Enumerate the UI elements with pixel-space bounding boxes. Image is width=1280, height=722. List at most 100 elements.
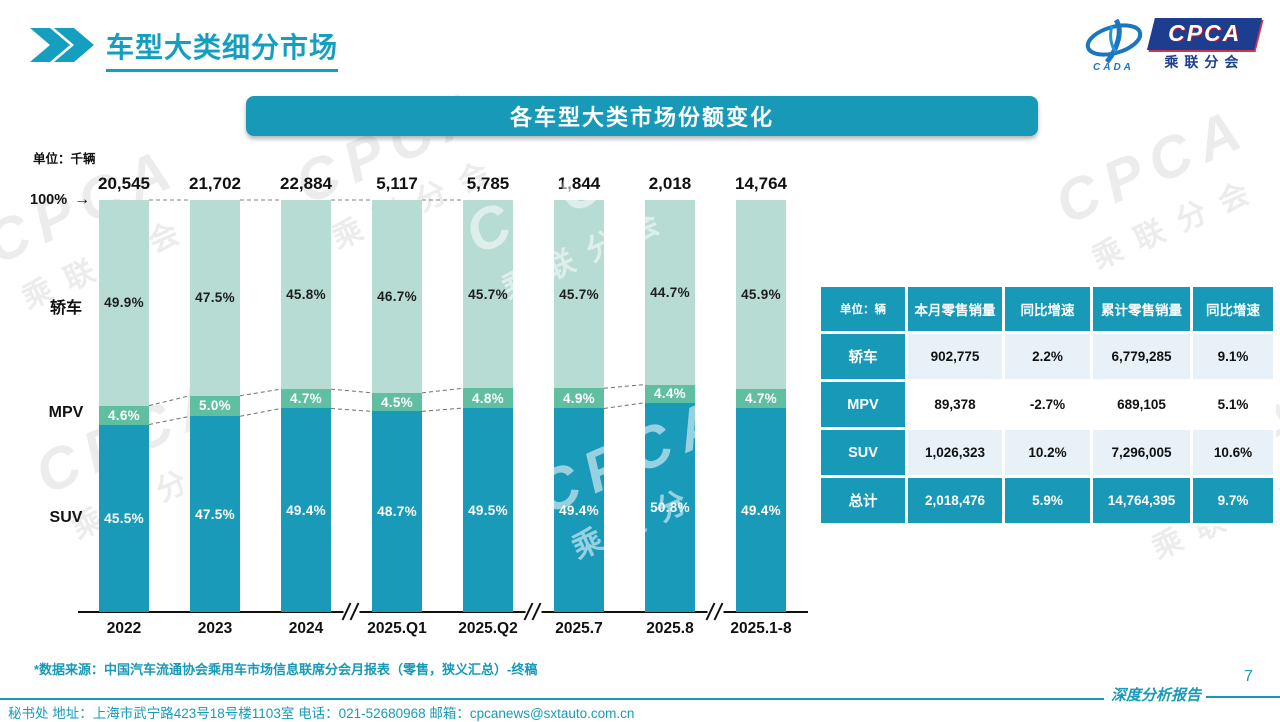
table-cell: 689,105 — [1093, 382, 1190, 427]
x-axis-label: 2023 — [197, 620, 233, 637]
row-label: SUV — [821, 430, 905, 475]
right-arrow-icon: → — [74, 191, 91, 208]
table-cell: 6,779,285 — [1093, 334, 1190, 379]
bar-segment-轿车: 45.7% — [554, 200, 604, 389]
segment-percent-label: 44.7% — [650, 284, 690, 300]
bar-segment-MPV: 4.6% — [99, 405, 149, 425]
footer-divider — [0, 698, 1104, 700]
cpca-logo-text: CPCA — [1146, 18, 1262, 50]
bar-total-label: 2,018 — [648, 174, 692, 193]
bar-segment-SUV: 50.8% — [645, 402, 695, 612]
row-label: MPV — [821, 382, 905, 427]
table-row-mpv: MPV 89,378 -2.7% 689,105 5.1% — [821, 382, 1273, 427]
segment-percent-label: 4.7% — [290, 391, 322, 407]
bar-total-label: 1,844 — [557, 174, 601, 193]
segment-percent-label: 49.4% — [741, 502, 781, 518]
row-label: 轿车 — [821, 334, 905, 379]
bar-total-label: 5,785 — [466, 174, 510, 193]
bar-segment-MPV: 4.7% — [736, 389, 786, 409]
bar-segment-SUV: 45.5% — [99, 424, 149, 612]
table-row-sedan: 轿车 902,775 2.2% 6,779,285 9.1% — [821, 334, 1273, 379]
table-header: 累计零售销量 — [1093, 287, 1190, 331]
table-unit-label: 单位：辆 — [821, 287, 905, 331]
table-cell: 89,378 — [908, 382, 1002, 427]
page-header: 车型大类细分市场 — [30, 26, 339, 72]
segment-percent-label: 46.7% — [377, 288, 417, 304]
cada-logo-icon: CADA — [1085, 18, 1143, 72]
table-header: 同比增速 — [1005, 287, 1090, 331]
table-cell: 5.9% — [1005, 478, 1090, 523]
segment-percent-label: 5.0% — [199, 398, 231, 414]
bar-segment-MPV: 4.7% — [281, 389, 331, 409]
segment-percent-label: 49.4% — [286, 502, 326, 518]
bar-segment-MPV: 5.0% — [190, 395, 240, 417]
table-cell: 14,764,395 — [1093, 478, 1190, 523]
bar-segment-SUV: 49.4% — [281, 408, 331, 612]
bar-total-label: 20,545 — [98, 174, 150, 193]
table-cell: 9.1% — [1193, 334, 1273, 379]
segment-percent-label: 45.7% — [468, 286, 508, 302]
bar-segment-MPV: 4.8% — [463, 388, 513, 409]
bar-segment-轿车: 45.8% — [281, 200, 331, 390]
x-axis-label: 2025.8 — [646, 620, 694, 637]
table-header-row: 单位：辆 本月零售销量 同比增速 累计零售销量 同比增速 — [821, 287, 1273, 331]
x-axis-label: 2025.7 — [555, 620, 603, 637]
x-axis-label: 2025.Q2 — [458, 620, 518, 637]
segment-percent-label: 50.8% — [650, 499, 690, 515]
segment-percent-label: 4.4% — [654, 386, 686, 402]
sales-table: 单位：辆 本月零售销量 同比增速 累计零售销量 同比增速 轿车 902,775 … — [818, 284, 1276, 526]
segment-percent-label: 4.5% — [381, 394, 413, 410]
table-cell: 5.1% — [1193, 382, 1273, 427]
table-cell: 1,026,323 — [908, 430, 1002, 475]
x-axis-label: 2025.1-8 — [730, 620, 792, 637]
footer-divider-right — [1206, 696, 1280, 698]
table-cell: -2.7% — [1005, 382, 1090, 427]
table-cell: 9.7% — [1193, 478, 1273, 523]
table-header: 本月零售销量 — [908, 287, 1002, 331]
series-label-sedan: 轿车 — [49, 300, 82, 317]
bar-segment-SUV: 48.7% — [372, 411, 422, 612]
cpca-logo-subtitle: 乘联分会 — [1164, 54, 1245, 70]
segment-percent-label: 45.9% — [741, 287, 781, 303]
segment-percent-label: 49.4% — [559, 502, 599, 518]
footer-contact: 秘书处 地址：上海市武宁路423号18号楼1103室 电话：021-526809… — [8, 706, 635, 721]
bar-segment-SUV: 49.5% — [463, 408, 513, 612]
cpca-logo: CADA CPCA 乘联分会 — [1083, 18, 1262, 72]
bar-segment-轿车: 46.7% — [372, 200, 422, 393]
bar-total-label: 5,117 — [376, 174, 418, 193]
chart-title-banner: 各车型大类市场份额变化 — [246, 96, 1038, 136]
segment-percent-label: 4.6% — [108, 407, 140, 423]
bar-segment-轿车: 47.5% — [190, 200, 240, 396]
bar-segment-MPV: 4.4% — [645, 384, 695, 403]
table-cell: 2,018,476 — [908, 478, 1002, 523]
table-cell: 10.6% — [1193, 430, 1273, 475]
segment-percent-label: 45.5% — [104, 510, 144, 526]
table-row-suv: SUV 1,026,323 10.2% 7,296,005 10.6% — [821, 430, 1273, 475]
bar-total-label: 21,702 — [189, 174, 241, 193]
x-axis-label: 2025.Q1 — [367, 620, 427, 637]
double-chevron-icon — [30, 28, 94, 62]
hundred-percent-marker: 100% → — [30, 191, 91, 208]
bar-segment-轿车: 45.7% — [463, 200, 513, 389]
bar-segment-轿车: 49.9% — [99, 200, 149, 406]
x-axis-label: 2022 — [106, 620, 142, 637]
table-row-total: 总计 2,018,476 5.9% 14,764,395 9.7% — [821, 478, 1273, 523]
chart-title: 各车型大类市场份额变化 — [509, 105, 774, 130]
row-label: 总计 — [821, 478, 905, 523]
segment-percent-label: 4.7% — [745, 391, 777, 407]
report-type-label: 深度分析报告 — [1110, 686, 1201, 704]
page-title: 车型大类细分市场 — [106, 26, 339, 72]
segment-percent-label: 48.7% — [377, 504, 417, 520]
x-axis-label: 2024 — [288, 620, 324, 637]
segment-percent-label: 4.9% — [563, 390, 595, 406]
bar-segment-轿车: 44.7% — [645, 200, 695, 385]
table-cell: 7,296,005 — [1093, 430, 1190, 475]
table-header: 同比增速 — [1193, 287, 1273, 331]
table-cell: 10.2% — [1005, 430, 1090, 475]
bar-segment-SUV: 49.4% — [554, 408, 604, 612]
svg-text:CADA: CADA — [1093, 62, 1134, 72]
bar-segment-MPV: 4.9% — [554, 388, 604, 409]
table-cell: 902,775 — [908, 334, 1002, 379]
page-number: 7 — [1244, 668, 1253, 685]
